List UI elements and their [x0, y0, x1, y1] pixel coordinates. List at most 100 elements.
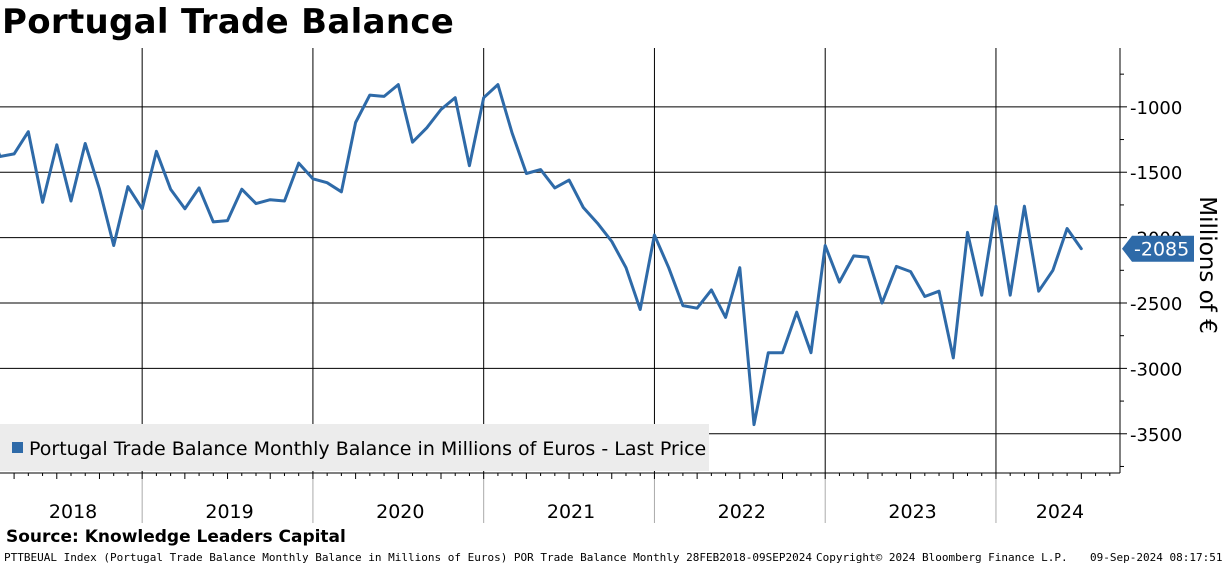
series-line	[0, 83, 1083, 427]
data-point	[141, 207, 144, 210]
data-point	[810, 351, 813, 354]
data-point	[781, 351, 784, 354]
data-point	[838, 281, 841, 284]
y-tick-label: -3500	[1130, 425, 1182, 446]
data-point	[340, 190, 343, 193]
data-point	[169, 188, 172, 191]
y-tick-label: -1500	[1130, 163, 1182, 184]
footer-copyright: Copyright© 2024 Bloomberg Finance L.P.	[816, 551, 1068, 564]
data-point	[155, 150, 158, 153]
x-tick-label: 2024	[1036, 501, 1084, 523]
data-point	[126, 185, 129, 188]
data-point	[995, 205, 998, 208]
data-point	[881, 302, 884, 305]
data-point	[909, 270, 912, 273]
data-point	[240, 188, 243, 191]
data-point	[767, 351, 770, 354]
x-tick-label: 2020	[376, 501, 424, 523]
data-point	[311, 177, 314, 180]
data-point	[496, 83, 499, 86]
data-point	[895, 265, 898, 268]
data-point	[596, 222, 599, 225]
data-point	[55, 143, 58, 146]
last-value-tag	[1122, 235, 1194, 262]
data-point	[852, 254, 855, 257]
data-point	[824, 244, 827, 247]
data-point	[84, 142, 87, 145]
data-point	[1009, 294, 1012, 297]
data-point	[1066, 227, 1069, 230]
data-point	[952, 356, 955, 359]
legend-label: Portugal Trade Balance Monthly Balance i…	[29, 438, 706, 460]
data-point	[198, 186, 201, 189]
data-point	[553, 186, 556, 189]
data-point	[13, 152, 16, 155]
data-point	[354, 121, 357, 124]
y-axis-title: Millions of €	[1194, 196, 1220, 333]
data-point	[795, 311, 798, 314]
data-point	[710, 288, 713, 291]
data-point	[368, 94, 371, 97]
data-point	[866, 256, 869, 259]
data-point	[212, 220, 215, 223]
x-tick-label: 2018	[49, 501, 97, 523]
data-point	[425, 126, 428, 129]
y-tick-label: -2500	[1130, 294, 1182, 315]
data-point	[980, 294, 983, 297]
data-point	[625, 266, 628, 269]
source-note: Source: Knowledge Leaders Capital	[6, 527, 346, 547]
legend-box	[0, 424, 709, 471]
data-point	[27, 130, 30, 133]
data-point	[1080, 247, 1083, 250]
data-point	[938, 290, 941, 293]
data-point	[681, 304, 684, 307]
x-tick-label: 2022	[718, 501, 766, 523]
data-point	[966, 231, 969, 234]
data-point	[468, 164, 471, 167]
last-value-label: -2085	[1134, 239, 1189, 261]
data-point	[41, 201, 44, 204]
chart-title: Portugal Trade Balance	[2, 2, 455, 42]
data-point	[326, 181, 329, 184]
data-point	[383, 95, 386, 98]
data-point	[269, 198, 272, 201]
data-point	[582, 206, 585, 209]
data-point	[98, 188, 101, 191]
data-point	[1051, 269, 1054, 272]
data-point	[610, 240, 613, 243]
y-tick-label: -1000	[1130, 98, 1182, 119]
data-point	[568, 179, 571, 182]
data-point	[653, 234, 656, 237]
data-point	[539, 168, 542, 171]
data-point	[411, 141, 414, 144]
data-point	[738, 266, 741, 269]
x-tick-label: 2023	[888, 501, 936, 523]
data-point	[525, 172, 528, 175]
data-point	[482, 96, 485, 99]
footer-index-info: PTTBEUAL Index (Portugal Trade Balance M…	[4, 551, 812, 564]
data-point	[639, 308, 642, 311]
data-point	[283, 200, 286, 203]
data-point	[255, 202, 258, 205]
data-point	[297, 162, 300, 165]
footer-date: 09-Sep-2024 08:17:51	[1090, 551, 1223, 564]
data-point	[724, 316, 727, 319]
data-point	[183, 207, 186, 210]
data-point	[667, 266, 670, 269]
x-tick-label: 2021	[547, 501, 595, 523]
data-point	[1037, 290, 1040, 293]
y-tick-label: -3000	[1130, 359, 1182, 380]
data-point	[226, 219, 229, 222]
data-point	[511, 132, 514, 135]
data-point	[112, 244, 115, 247]
data-point	[454, 96, 457, 99]
x-tick-label: 2019	[205, 501, 253, 523]
legend-swatch	[12, 442, 23, 453]
data-point	[753, 423, 756, 426]
data-point	[696, 307, 699, 310]
data-point	[70, 200, 73, 203]
data-point	[1023, 205, 1026, 208]
data-point	[397, 83, 400, 86]
data-point	[923, 295, 926, 298]
